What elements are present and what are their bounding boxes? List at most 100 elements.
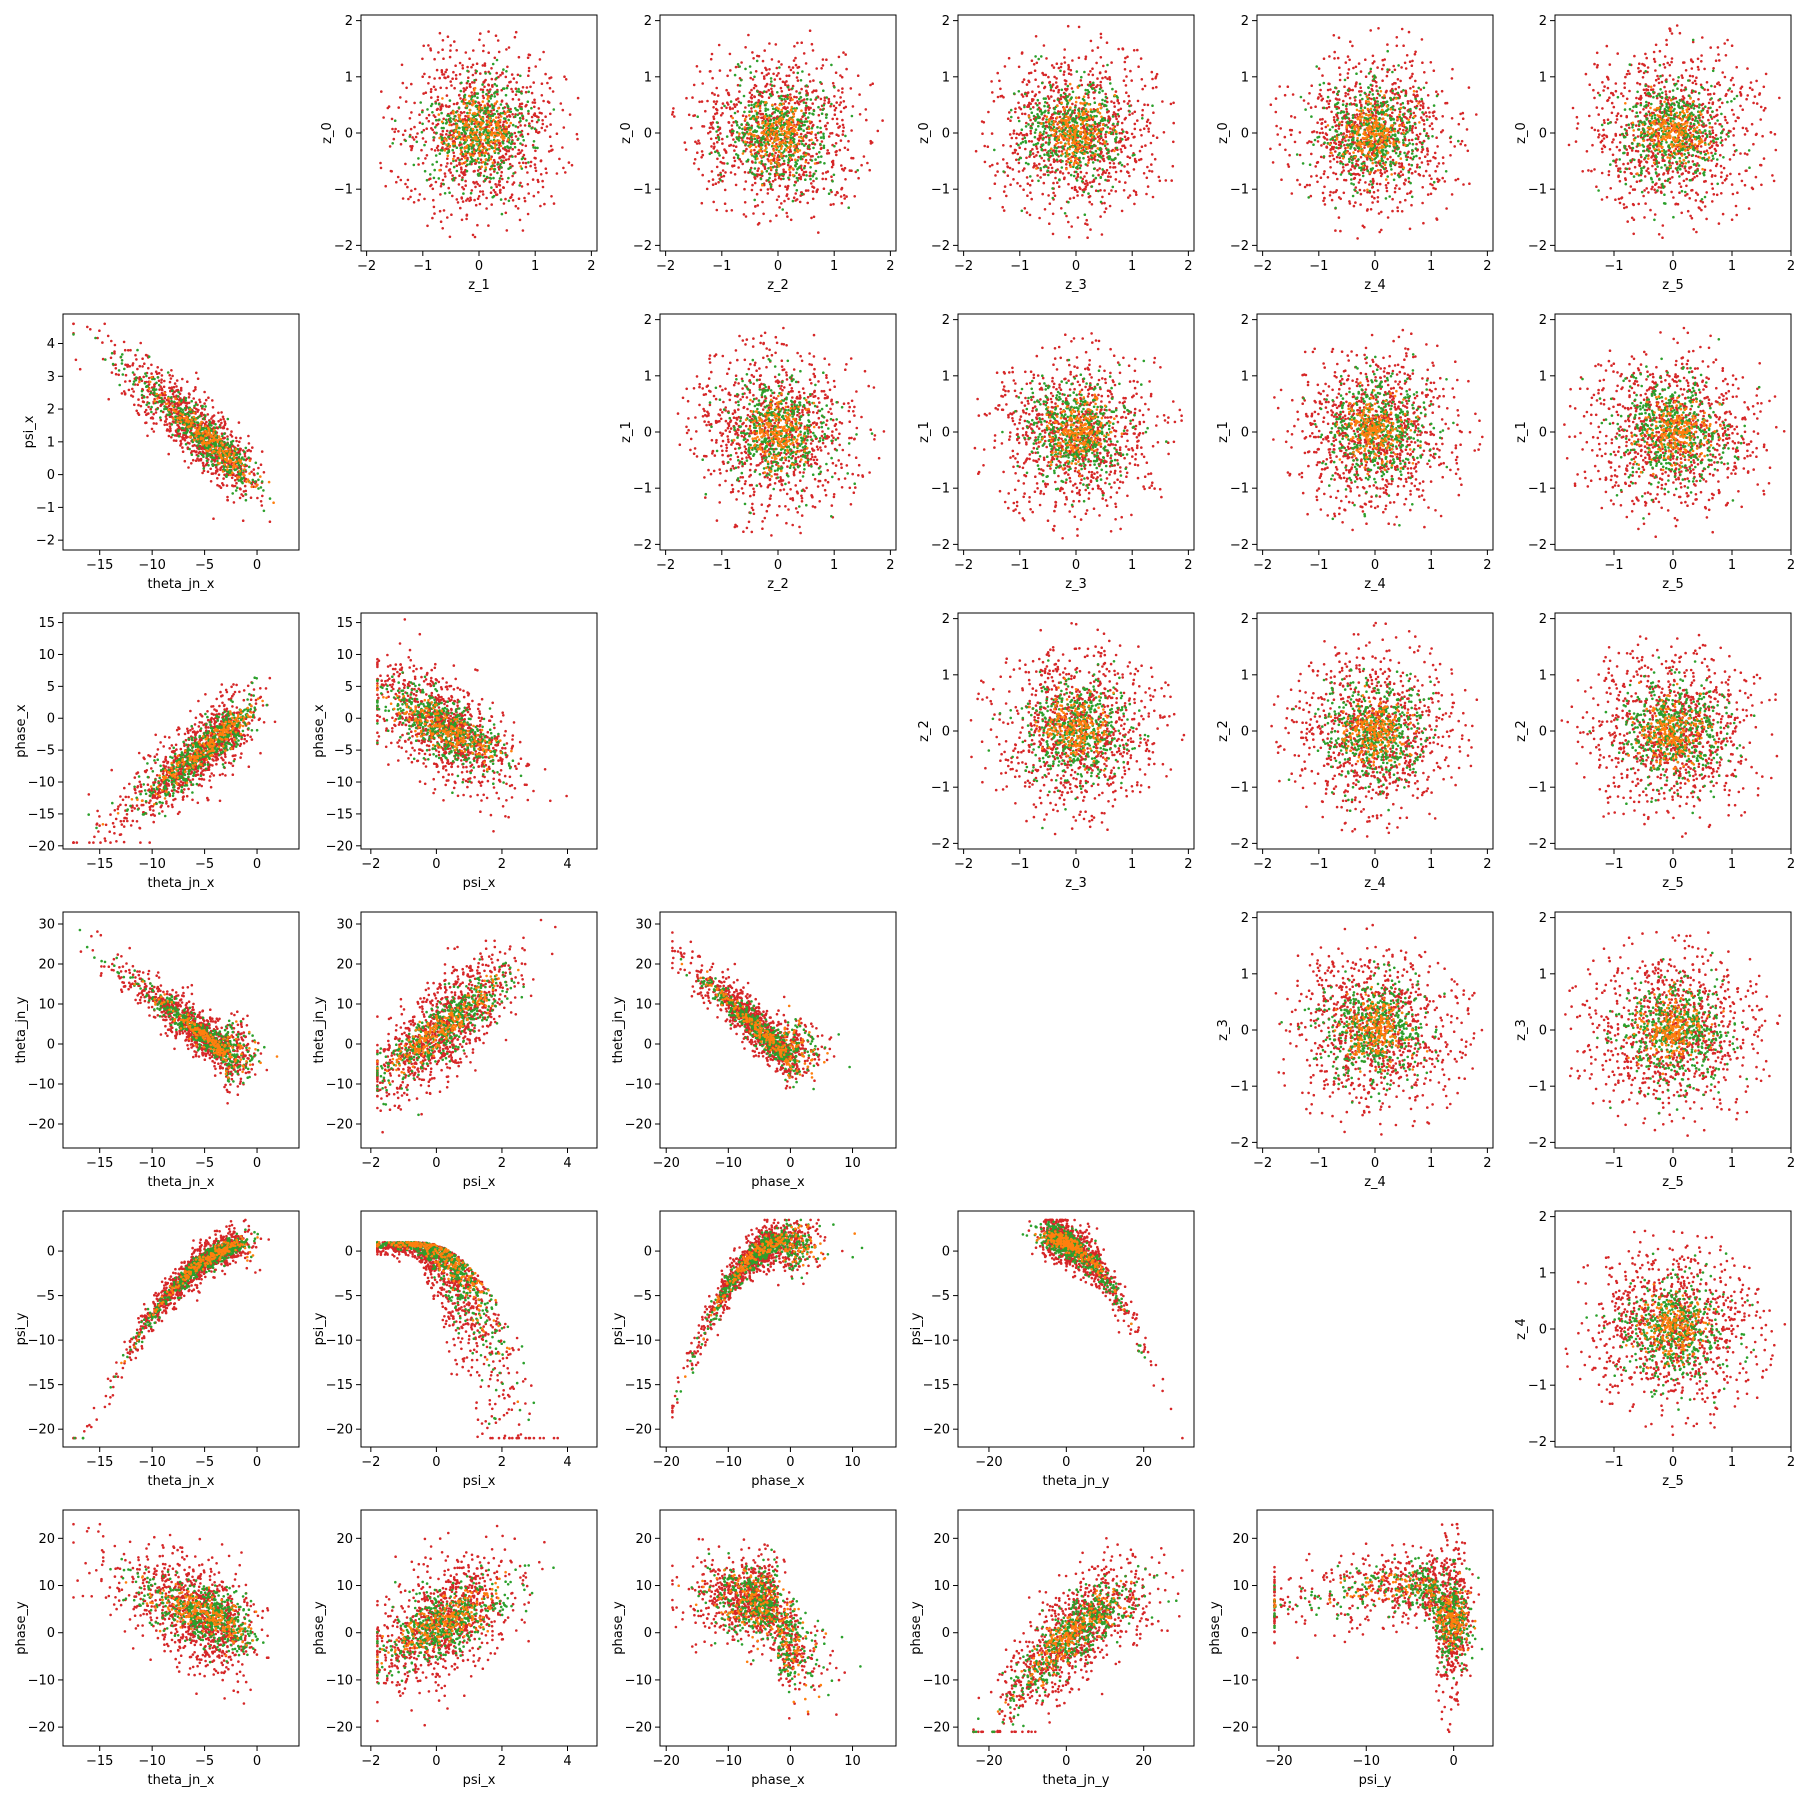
point-series-a bbox=[495, 193, 498, 197]
point-series-a bbox=[1319, 88, 1322, 92]
point-series-a bbox=[438, 76, 442, 80]
point-series-a bbox=[1132, 189, 1136, 193]
point-series-b bbox=[1072, 165, 1075, 169]
point-series-a bbox=[1358, 188, 1362, 192]
point-series-a bbox=[1339, 229, 1342, 233]
point-series-a bbox=[435, 68, 439, 72]
point-series-b bbox=[1034, 142, 1038, 146]
point-series-a bbox=[521, 143, 524, 147]
point-series-b bbox=[809, 166, 812, 169]
point-series-a bbox=[460, 157, 464, 161]
point-series-a bbox=[541, 179, 544, 183]
point-series-a bbox=[764, 138, 767, 142]
point-series-b bbox=[474, 100, 477, 103]
point-series-c bbox=[473, 119, 476, 122]
point-series-a bbox=[523, 124, 527, 127]
point-series-b bbox=[799, 96, 803, 99]
point-series-a bbox=[1002, 158, 1005, 161]
point-series-a bbox=[829, 104, 832, 108]
point-series-a bbox=[387, 105, 391, 108]
point-series-a bbox=[456, 201, 460, 204]
point-series-a bbox=[734, 183, 738, 187]
y-tick-label: 1 bbox=[345, 70, 353, 85]
point-series-a bbox=[526, 171, 529, 174]
point-series-c bbox=[778, 141, 781, 144]
point-series-a bbox=[516, 152, 520, 155]
point-series-b bbox=[822, 135, 825, 138]
point-series-a bbox=[785, 188, 789, 191]
point-series-b bbox=[495, 58, 499, 62]
point-series-a bbox=[1038, 162, 1041, 166]
y-tick-label: −1 bbox=[334, 183, 353, 198]
point-series-a bbox=[804, 101, 808, 105]
point-series-a bbox=[1072, 196, 1076, 200]
point-series-b bbox=[452, 165, 456, 169]
point-series-a bbox=[417, 163, 420, 166]
point-series-a bbox=[730, 209, 734, 212]
point-series-b bbox=[437, 102, 441, 106]
point-series-b bbox=[499, 166, 502, 169]
point-series-b bbox=[475, 104, 478, 108]
point-series-b bbox=[454, 122, 458, 125]
point-series-a bbox=[1406, 102, 1410, 105]
point-series-b bbox=[789, 153, 793, 157]
point-series-c bbox=[1060, 119, 1064, 122]
point-series-b bbox=[786, 97, 789, 100]
point-series-c bbox=[1055, 116, 1059, 119]
point-series-c bbox=[472, 137, 475, 140]
point-series-b bbox=[736, 63, 740, 66]
point-series-b bbox=[749, 168, 752, 172]
point-series-a bbox=[1326, 176, 1330, 179]
point-series-c bbox=[1089, 142, 1092, 145]
point-series-b bbox=[832, 173, 836, 177]
point-series-b bbox=[476, 157, 480, 160]
point-series-a bbox=[842, 106, 846, 110]
point-series-c bbox=[1095, 133, 1099, 136]
point-series-b bbox=[484, 161, 487, 164]
point-series-a bbox=[459, 206, 462, 210]
point-series-b bbox=[1106, 126, 1110, 129]
point-series-a bbox=[458, 93, 461, 97]
point-series-c bbox=[780, 129, 783, 133]
point-series-b bbox=[742, 149, 745, 153]
point-series-c bbox=[777, 162, 780, 166]
point-series-b bbox=[519, 74, 522, 78]
point-series-a bbox=[782, 170, 786, 174]
point-series-a bbox=[1114, 190, 1118, 193]
point-series-a bbox=[1023, 112, 1027, 116]
point-series-b bbox=[1047, 126, 1051, 129]
point-series-a bbox=[858, 93, 861, 96]
point-series-c bbox=[793, 151, 797, 154]
point-series-a bbox=[1372, 190, 1376, 194]
point-series-a bbox=[486, 103, 490, 107]
point-series-a bbox=[734, 65, 738, 69]
point-series-b bbox=[423, 169, 427, 173]
point-series-c bbox=[1098, 103, 1101, 106]
point-series-b bbox=[433, 168, 437, 172]
point-series-c bbox=[743, 126, 747, 129]
point-series-a bbox=[1041, 192, 1044, 196]
point-series-a bbox=[467, 76, 470, 79]
point-series-b bbox=[1070, 126, 1074, 130]
point-series-a bbox=[492, 188, 496, 192]
point-series-c bbox=[752, 117, 755, 120]
point-series-a bbox=[413, 101, 416, 105]
point-series-b bbox=[1056, 98, 1060, 101]
point-series-b bbox=[805, 84, 808, 87]
point-series-a bbox=[445, 68, 449, 72]
point-series-a bbox=[1029, 191, 1032, 194]
point-series-c bbox=[468, 100, 471, 103]
point-series-c bbox=[493, 102, 497, 105]
point-series-a bbox=[500, 170, 504, 174]
point-series-b bbox=[1089, 114, 1092, 117]
point-series-c bbox=[770, 122, 774, 126]
point-series-a bbox=[441, 227, 445, 230]
point-series-b bbox=[467, 148, 471, 151]
point-series-c bbox=[519, 165, 522, 168]
point-series-b bbox=[1107, 155, 1110, 158]
point-series-a bbox=[433, 77, 436, 80]
point-series-c bbox=[448, 123, 451, 127]
point-series-b bbox=[510, 140, 514, 143]
point-series-c bbox=[793, 144, 796, 148]
point-series-a bbox=[737, 100, 741, 104]
